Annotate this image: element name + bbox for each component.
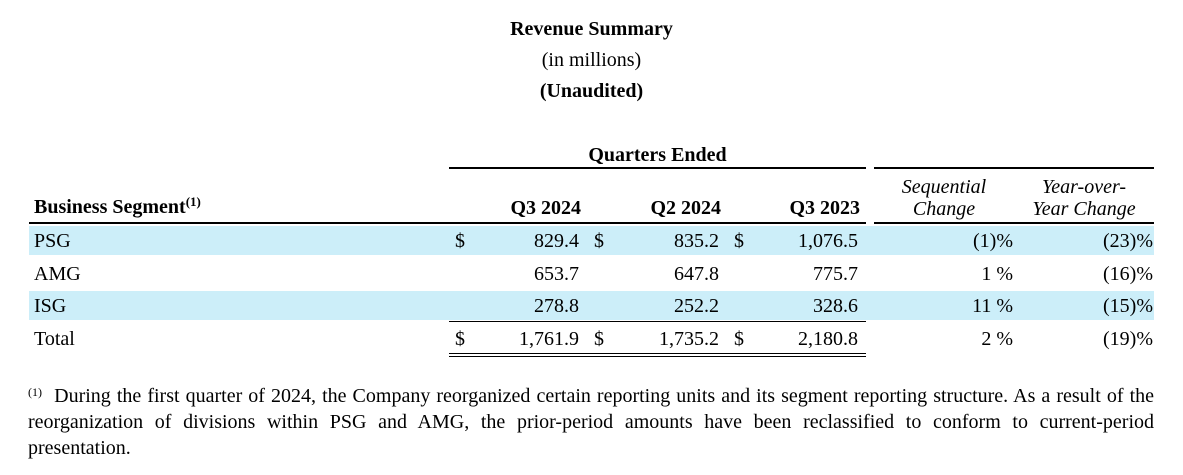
row-psg-q3-2023: 1,076.5 — [798, 230, 858, 252]
row-band-isg — [29, 291, 1154, 320]
column-header-q3-2023: Q3 2023 — [789, 197, 860, 219]
segment-footnote-ref: (1) — [185, 194, 201, 209]
column-header-business-segment: Business Segment(1) — [34, 194, 201, 218]
column-header-q2-2024: Q2 2024 — [650, 197, 721, 219]
report-title: Revenue Summary — [510, 18, 673, 40]
group-header-rule — [449, 167, 866, 169]
row-psg-segment: PSG — [34, 230, 71, 252]
row-isg-q3-2024: 278.8 — [534, 295, 579, 317]
column-header-sequential-line1: Sequential — [901, 176, 987, 198]
row-amg-yoy-change: (16)% — [1103, 263, 1153, 285]
column-header-yoy-line1: Year-over- — [1041, 176, 1126, 198]
total-rule-lower — [449, 356, 866, 357]
row-psg-q2-2024: 835.2 — [674, 230, 719, 252]
row-psg-q3-2024: 829.4 — [534, 230, 579, 252]
row-amg-q3-2023: 775.7 — [813, 263, 858, 285]
column-header-yoy-line2: Year Change — [1032, 198, 1136, 220]
column-header-sequential-line2: Change — [912, 198, 976, 220]
row-amg-q3-2024: 653.7 — [534, 263, 579, 285]
row-isg-q2-2024: 252.2 — [674, 295, 719, 317]
row-total-q3-2024: 1,761.9 — [519, 328, 579, 350]
group-header-quarters-ended: Quarters Ended — [588, 144, 727, 166]
report-subtitle: (in millions) — [541, 49, 642, 71]
column-header-q3-2024: Q3 2024 — [510, 197, 581, 219]
subtotal-rule — [449, 321, 866, 322]
audit-note: (Unaudited) — [539, 80, 644, 102]
row-total-currency-q2-2024: $ — [594, 328, 604, 350]
row-total-q3-2023: 2,180.8 — [798, 328, 858, 350]
row-total-sequential-change: 2 % — [981, 328, 1013, 350]
row-isg-segment: ISG — [34, 295, 67, 317]
row-band-psg — [29, 226, 1154, 255]
row-amg-sequential-change: 1 % — [981, 263, 1013, 285]
row-psg-currency-q2-2024: $ — [594, 230, 604, 252]
row-psg-sequential-change: (1)% — [973, 230, 1013, 252]
footnote-text: During the first quarter of 2024, the Co… — [28, 385, 1154, 459]
row-total-yoy-change: (19)% — [1103, 328, 1153, 350]
row-isg-sequential-change: 11 % — [972, 295, 1013, 317]
change-header-rule — [874, 167, 1154, 169]
row-isg-yoy-change: (15)% — [1103, 295, 1153, 317]
footnote-marker: (1) — [28, 385, 42, 399]
column-header-segment-label: Business Segment — [34, 196, 186, 218]
row-psg-yoy-change: (23)% — [1103, 230, 1153, 252]
total-rule-upper — [449, 353, 866, 354]
row-isg-q3-2023: 328.6 — [813, 295, 858, 317]
row-total-q2-2024: 1,735.2 — [659, 328, 719, 350]
row-psg-currency-q3-2023: $ — [734, 230, 744, 252]
row-psg-currency-q3-2024: $ — [455, 230, 465, 252]
footnote: (1) During the first quarter of 2024, th… — [28, 383, 1154, 461]
row-amg-q2-2024: 647.8 — [674, 263, 719, 285]
header-bottom-rule-change — [874, 222, 1154, 224]
row-total-segment: Total — [34, 328, 75, 350]
row-total-currency-q3-2023: $ — [734, 328, 744, 350]
row-amg-segment: AMG — [34, 263, 81, 285]
row-total-currency-q3-2024: $ — [455, 328, 465, 350]
header-bottom-rule — [29, 222, 866, 224]
